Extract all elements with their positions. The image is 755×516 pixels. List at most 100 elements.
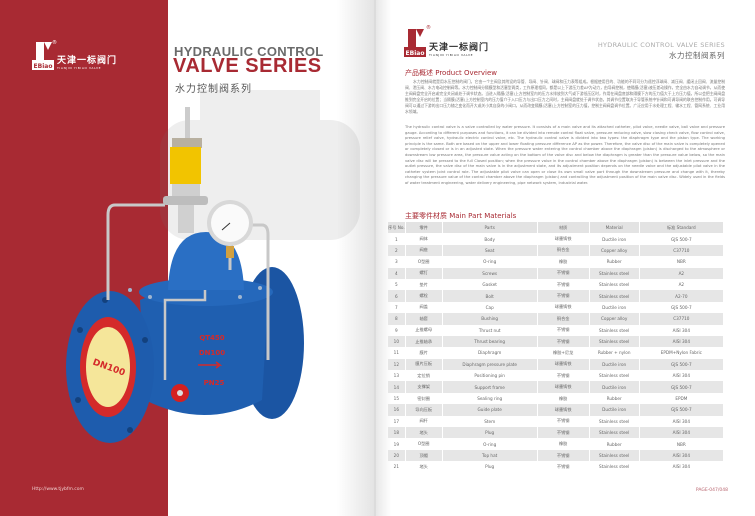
material-en: Ductile iron: [589, 358, 640, 371]
svg-text:EBiao: EBiao: [406, 50, 425, 57]
part-en: Gasket: [442, 278, 538, 291]
right-page: EBiao 天津一标阀门 TIANJIN YIBIAO VALVE ® HYDR…: [376, 0, 755, 516]
table-row: 11 膜片 Diaphragm 橡胶+尼龙 Rubber + nylon EPDM+Nyl…: [388, 347, 725, 359]
part-cn: 定位销: [405, 370, 443, 382]
table-row: 10 止推轴承 Thrust bearing 不锈钢 Stainless steel AI…: [388, 335, 725, 348]
part-en: Bolt: [442, 290, 538, 302]
material-cn: 不锈钢: [537, 267, 590, 279]
material-en: Stainless steel: [589, 449, 640, 462]
material-cn: 铜合金: [537, 244, 590, 257]
brand-red-band: [0, 0, 168, 516]
material-cn: 不锈钢: [537, 278, 590, 291]
row-no: 19: [388, 438, 406, 450]
table-row: 17 阀杆 Stem 不锈钢 Stainless steel AISI 304: [388, 415, 725, 428]
part-cn: 堵头: [405, 461, 443, 473]
part-cn: 膜片: [405, 347, 443, 359]
part-cn: 螺栓: [405, 290, 443, 302]
material-en: Rubber: [589, 438, 640, 450]
standard: NBR: [639, 256, 725, 268]
website-url[interactable]: Http://www.tjybfm.com: [32, 487, 84, 492]
table-row: 13 定位销 Positioning pin 不锈钢 Stainless steel AI…: [388, 370, 725, 382]
material-en: Stainless steel: [589, 324, 640, 336]
material-en: Rubber + nylon: [589, 347, 640, 359]
part-en: Thrust nut: [442, 324, 538, 336]
row-no: 16: [388, 404, 406, 416]
table-row: 6 螺栓 Bolt 不锈钢 Stainless steel A2-70: [388, 290, 725, 302]
part-cn: 阀盖: [405, 301, 443, 314]
brand-logo-right: EBiao 天津一标阀门 TIANJIN YIBIAO VALVE ®: [404, 25, 489, 57]
header-series-en: HYDRAULIC CONTROL VALVE SERIES: [597, 41, 725, 49]
material-cn: 不锈钢: [537, 370, 590, 382]
brand-name-en: TIANJIN YIBIAO VALVE: [57, 66, 102, 70]
table-row: 8 轴套 Bushing 铜合金 Copper alloy C37710: [388, 313, 725, 325]
row-no: 9: [388, 324, 406, 336]
table-row: 19 O型圈 O-ring 橡胶 Rubber NBR: [388, 438, 725, 450]
part-cn: 止推轴承: [405, 335, 443, 348]
row-no: 6: [388, 290, 406, 302]
material-en: Stainless steel: [589, 335, 640, 348]
part-cn: 轴套: [405, 313, 443, 325]
table-row: 5 垫片 Gasket 不锈钢 Stainless steel A2: [388, 278, 725, 291]
material-en: Rubber: [589, 392, 640, 405]
part-en: Guide plate: [442, 404, 538, 416]
part-en: Diaphragm: [442, 347, 538, 359]
title-cn: 水力控制阀系列: [175, 84, 252, 95]
part-en: Seat: [442, 244, 538, 257]
material-en: Ductile iron: [589, 404, 640, 416]
material-cn: 球墨铸铁: [537, 358, 590, 371]
standard: A2: [639, 267, 725, 279]
material-cn: 不锈钢: [537, 415, 590, 428]
standard: GJS 500-7: [639, 381, 725, 393]
part-en: Sealing ring: [442, 392, 538, 405]
logo-mark-icon: EBiao: [404, 27, 426, 57]
table-row: 4 螺钉 Screws 不锈钢 Stainless steel A2: [388, 267, 725, 279]
table-header: 序号 No. 零件 Parts 材质 Material 标准 Standard: [388, 222, 725, 234]
part-cn: 阀体: [405, 233, 443, 245]
material-cn: 橡胶: [537, 438, 590, 450]
material-cn: 球墨铸铁: [537, 301, 590, 314]
part-cn: 导向压板: [405, 404, 443, 416]
material-cn: 不锈钢: [537, 290, 590, 302]
col-material-en: Material: [589, 222, 640, 234]
material-en: Stainless steel: [589, 290, 640, 302]
material-cn: 不锈钢: [537, 461, 590, 473]
row-no: 17: [388, 415, 406, 428]
part-en: Cap: [442, 301, 538, 314]
part-cn: 阀杆: [405, 415, 443, 428]
part-cn: 顶帽: [405, 449, 443, 462]
standard: GJS 500-7: [639, 301, 725, 314]
brand-logo: EBiao 天津一标阀门 TIANJIN YIBIAO VALVE ®: [32, 40, 117, 70]
body-marking-pressure: PN25: [204, 379, 225, 387]
col-part-cn: 零件: [405, 222, 443, 234]
material-en: Copper alloy: [589, 244, 640, 257]
valve-dome: [168, 232, 244, 290]
part-en: Screws: [442, 267, 538, 279]
row-no: 2: [388, 244, 406, 257]
material-cn: 球墨铸铁: [537, 381, 590, 393]
registered-mark: ®: [52, 40, 57, 46]
row-no: 14: [388, 381, 406, 393]
row-no: 20: [388, 449, 406, 462]
part-en: O-ring: [442, 438, 538, 450]
standard: GJS 500-7: [639, 233, 725, 245]
part-en: O-ring: [442, 256, 538, 268]
standard: AISI 304: [639, 427, 725, 439]
materials-table: 序号 No. 零件 Parts 材质 Material 标准 Standard …: [388, 222, 725, 473]
title-line1: HYDRAULIC CONTROL: [174, 44, 324, 59]
material-en: Stainless steel: [589, 415, 640, 428]
table-row: 7 阀盖 Cap 球墨铸铁 Ductile iron GJS 500-7: [388, 301, 725, 314]
material-cn: 不锈钢: [537, 449, 590, 462]
table-row: 15 密封圈 Sealing ring 橡胶 Rubber EPDM: [388, 392, 725, 405]
materials-title: 主要零件材质 Main Part Materials: [405, 212, 517, 220]
part-en: Plug: [442, 427, 538, 439]
standard: AISI 304: [639, 370, 725, 382]
material-cn: 不锈钢: [537, 427, 590, 439]
material-en: Rubber: [589, 256, 640, 268]
part-en: Top hat: [442, 449, 538, 462]
standard: EPDM: [639, 392, 725, 405]
part-en: Diaphragm pressure plate: [442, 358, 538, 371]
part-cn: 螺钉: [405, 267, 443, 279]
material-cn: 橡胶: [537, 256, 590, 268]
row-no: 1: [388, 233, 406, 245]
registered-mark: ®: [426, 25, 431, 31]
